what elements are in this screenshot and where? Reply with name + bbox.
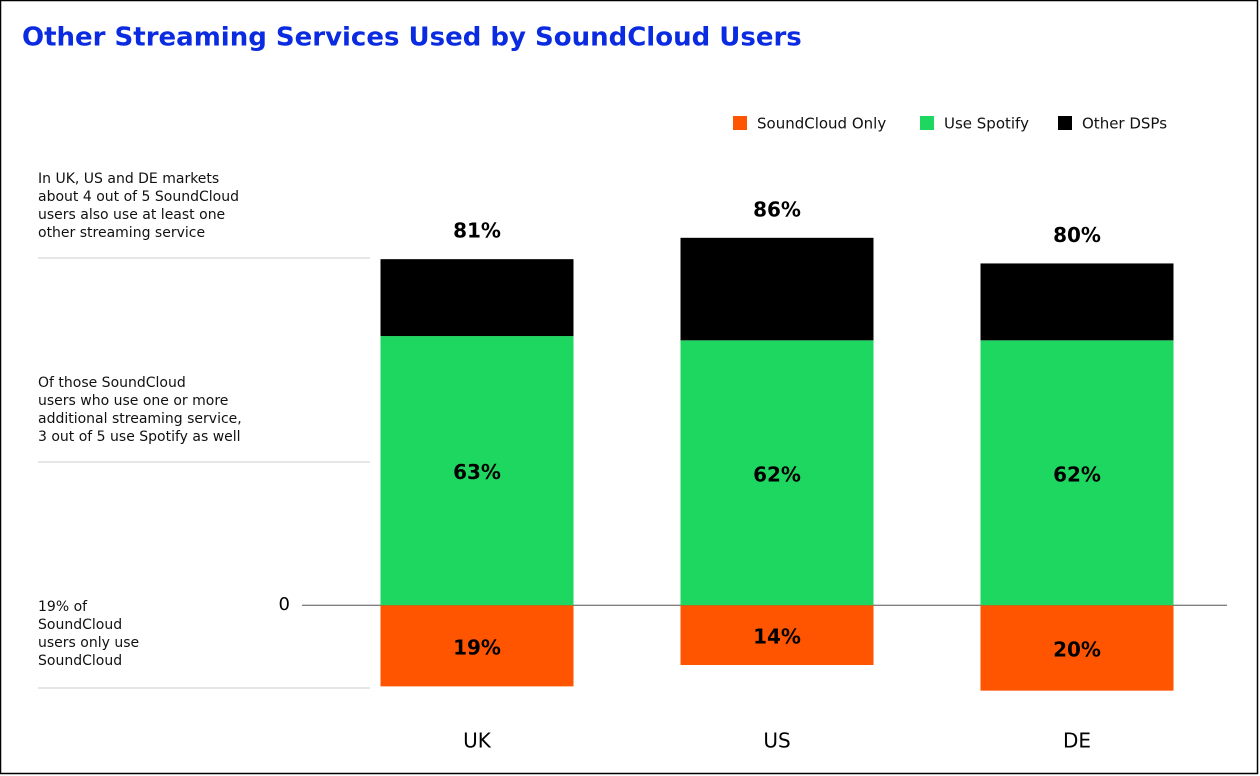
data-label: 62% [1053,462,1101,486]
legend-label: Use Spotify [944,115,1029,133]
bar-segment [980,605,1174,691]
data-label: 14% [753,625,801,649]
annotation: In UK, US and DE markets [38,171,219,187]
bar-segment [680,340,874,606]
y-tick-label: 0 [279,594,290,615]
legend-swatch [1058,116,1072,130]
annotation: 3 out of 5 use Spotify as well [38,429,241,445]
annotation: SoundCloud [38,653,122,669]
total-label: 86% [753,197,801,221]
x-tick-label: UK [463,729,492,753]
bar-segment [380,259,574,337]
annotation: users who use one or more [38,393,228,409]
bar-segment [680,237,874,341]
legend-label: SoundCloud Only [757,115,886,133]
x-tick-label: US [763,729,790,753]
annotation: Of those SoundCloud [38,375,186,391]
bar-segment [980,263,1174,341]
bar-segment [680,605,874,666]
annotation: additional streaming service, [38,411,242,427]
bar-segment [380,605,574,687]
data-label: 19% [453,635,501,659]
total-label: 80% [1053,223,1101,247]
annotation: other streaming service [38,225,205,241]
legend-label: Other DSPs [1082,115,1167,133]
data-label: 62% [753,462,801,486]
bar-segment [380,336,574,606]
x-tick-label: DE [1063,729,1091,753]
legend-swatch [920,116,934,130]
annotation: 19% of [38,599,88,615]
legend-swatch [733,116,747,130]
chart-title: Other Streaming Services Used by SoundCl… [22,23,802,53]
bar-segment [980,340,1174,606]
annotation: users only use [38,635,139,651]
total-label: 81% [453,219,501,243]
annotation: users also use at least one [38,207,225,223]
data-label: 20% [1053,637,1101,661]
annotation: SoundCloud [38,617,122,633]
data-label: 63% [453,460,501,484]
annotation: about 4 out of 5 SoundCloud [38,189,239,205]
